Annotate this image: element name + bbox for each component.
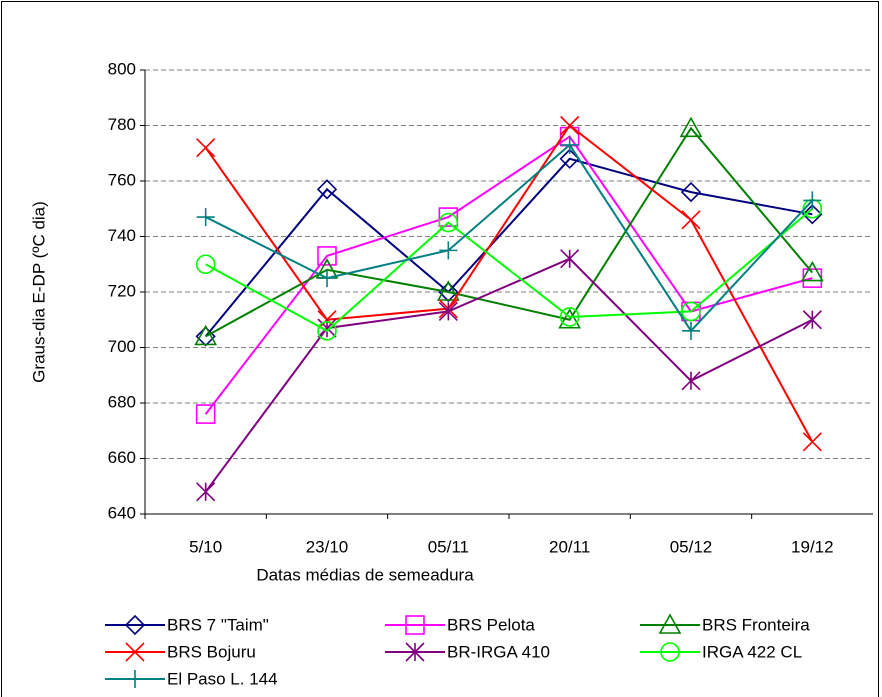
data-point	[560, 249, 580, 269]
series-line	[205, 207, 813, 333]
data-point	[318, 269, 336, 288]
y-tick-label: 760	[108, 170, 136, 189]
legend-label: IRGA 422 CL	[702, 642, 802, 661]
data-point	[681, 301, 701, 322]
legend-marker	[405, 615, 425, 635]
series-line	[205, 126, 814, 338]
data-point	[560, 115, 580, 136]
legend-marker	[658, 613, 682, 634]
data-point	[680, 181, 702, 203]
legend-marker	[125, 642, 145, 662]
data-point	[436, 280, 460, 301]
data-point	[803, 191, 822, 210]
series-line	[205, 143, 814, 333]
data-point	[802, 432, 822, 452]
legend-label: BRS Bojuru	[167, 642, 256, 661]
data-point	[681, 371, 701, 391]
x-tick-label: 05/11	[428, 537, 469, 556]
legend-label: BR-IRGA 410	[447, 642, 550, 661]
legend-marker	[405, 642, 425, 662]
y-tick-label: 780	[108, 115, 136, 134]
data-point	[438, 281, 459, 303]
x-tick-label: 5/10	[189, 537, 222, 556]
x-axis-label: Datas médias de semeadura	[256, 565, 474, 584]
x-tick-label: 05/12	[670, 537, 713, 556]
data-point	[438, 301, 458, 321]
legend-marker	[660, 642, 680, 662]
data-point	[438, 207, 459, 227]
series-line	[204, 135, 813, 415]
data-point	[196, 482, 216, 502]
data-point	[679, 116, 703, 138]
x-tick-label: 19/12	[791, 537, 834, 556]
data-point	[316, 179, 338, 200]
y-tick-label: 740	[108, 226, 136, 245]
legend-marker	[124, 614, 146, 636]
series-line	[204, 157, 813, 338]
x-tick-label: 23/10	[306, 537, 349, 556]
data-point	[559, 307, 580, 327]
legend-label: BRS Fronteira	[702, 615, 810, 634]
data-point	[560, 135, 579, 154]
y-tick-label: 800	[108, 59, 136, 78]
data-point	[558, 308, 582, 329]
data-point	[802, 204, 823, 225]
data-point	[196, 138, 216, 158]
data-point	[196, 208, 215, 227]
series-line	[204, 257, 813, 493]
data-point	[802, 310, 822, 330]
y-tick-label: 680	[108, 392, 136, 411]
data-point	[195, 404, 216, 424]
data-point	[195, 254, 216, 275]
y-tick-label: 720	[108, 281, 136, 300]
y-tick-label: 640	[108, 503, 136, 522]
data-point	[681, 210, 701, 230]
series-line	[204, 124, 814, 443]
x-tick-label: 20/11	[549, 537, 590, 556]
y-tick-label: 700	[108, 337, 136, 356]
data-point	[800, 260, 824, 282]
data-point	[439, 241, 458, 260]
y-axis-label: Graus-dia E-DP (ºC dia)	[29, 201, 48, 383]
legend-label: BRS Pelota	[447, 615, 535, 634]
legend-label: El Paso L. 144	[167, 669, 278, 688]
legend-label: BRS 7 "Taim"	[167, 615, 269, 634]
data-point	[194, 324, 218, 346]
data-point	[317, 321, 337, 341]
data-point	[317, 246, 337, 266]
data-point	[682, 321, 700, 340]
y-tick-label: 660	[108, 448, 136, 467]
data-point	[438, 212, 459, 233]
legend-marker	[126, 670, 144, 688]
